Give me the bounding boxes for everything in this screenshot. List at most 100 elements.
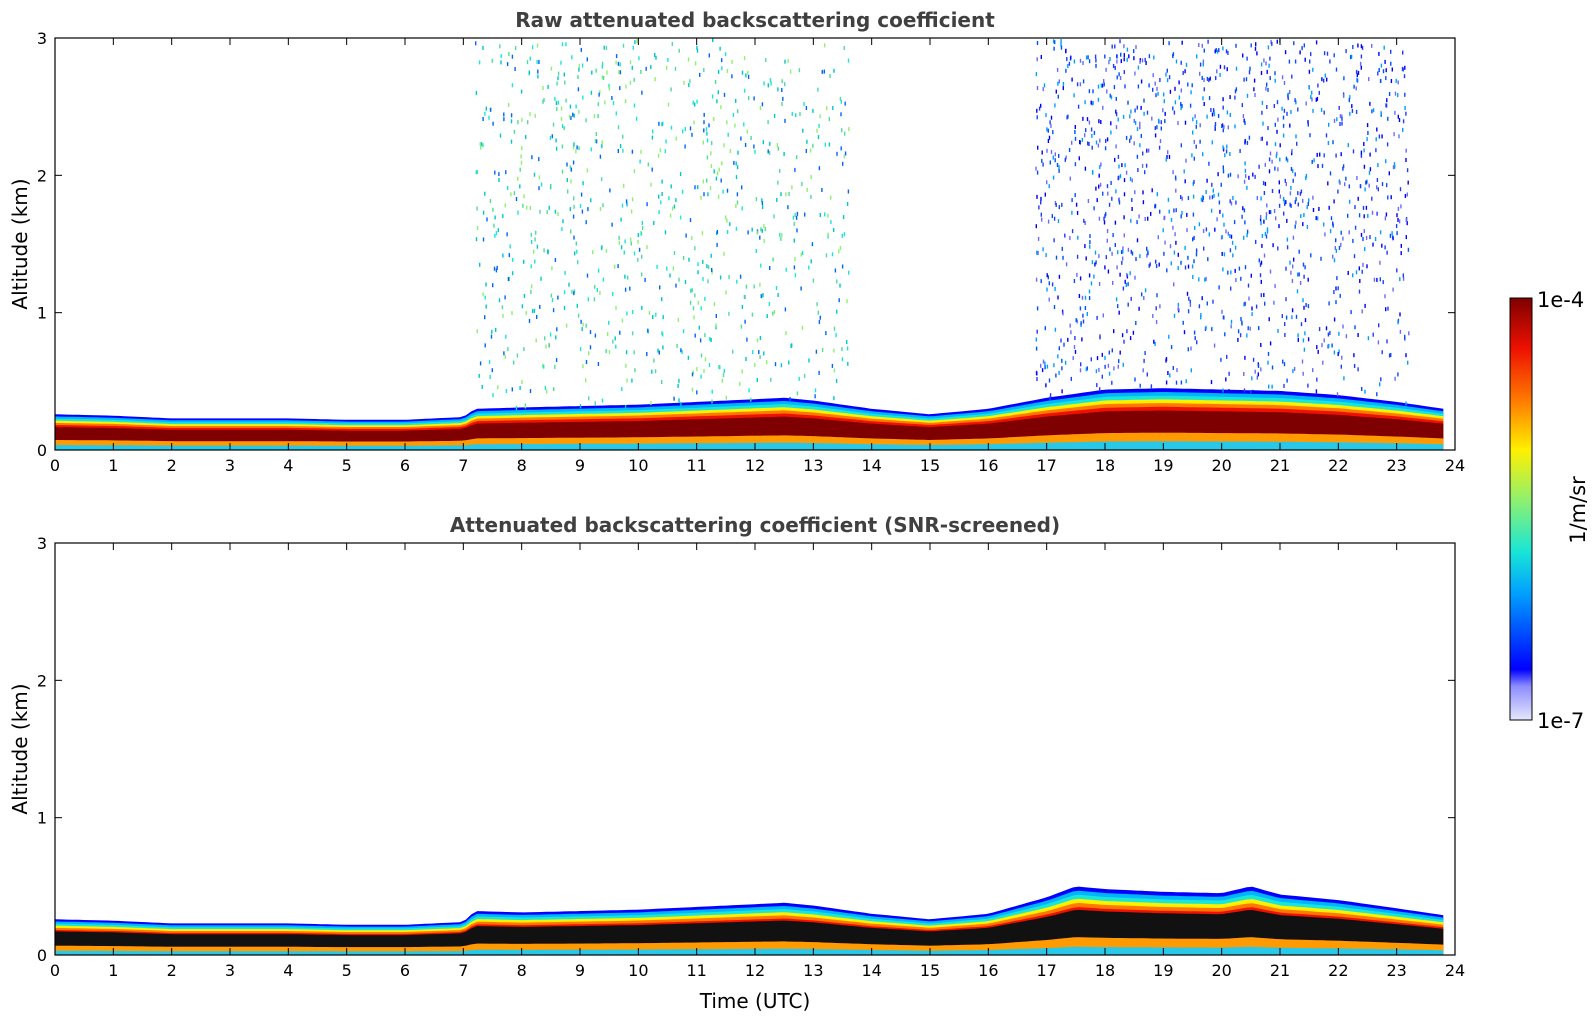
noise-speck <box>1049 393 1052 398</box>
noise-speck <box>653 221 655 225</box>
noise-speck <box>1271 384 1273 389</box>
noise-speck <box>722 373 725 378</box>
noise-speck <box>777 87 779 92</box>
noise-speck <box>553 387 555 392</box>
noise-speck <box>1143 98 1145 103</box>
noise-speck <box>746 337 748 342</box>
noise-speck <box>1170 261 1172 266</box>
noise-speck <box>1273 300 1275 305</box>
noise-speck <box>1312 67 1314 72</box>
noise-speck <box>1279 157 1281 162</box>
noise-speck <box>1359 184 1362 189</box>
noise-speck <box>1354 325 1356 330</box>
noise-speck <box>1229 113 1231 117</box>
noise-speck <box>1115 109 1117 114</box>
noise-speck <box>1065 262 1068 267</box>
noise-speck <box>680 402 682 407</box>
noise-speck <box>1142 190 1144 195</box>
noise-speck <box>1244 355 1246 360</box>
noise-speck <box>1381 182 1384 187</box>
noise-speck <box>1387 306 1389 311</box>
noise-speck <box>779 168 781 173</box>
noise-speck <box>1127 302 1129 307</box>
noise-speck <box>1164 119 1166 124</box>
noise-speck <box>1336 392 1339 397</box>
noise-speck <box>1377 340 1380 345</box>
noise-speck <box>1386 142 1389 147</box>
noise-speck <box>1206 114 1208 119</box>
noise-speck <box>661 179 663 184</box>
noise-speck <box>723 92 726 97</box>
noise-speck <box>1234 245 1237 250</box>
noise-speck <box>654 369 657 374</box>
noise-speck <box>1284 333 1286 337</box>
noise-speck <box>1198 43 1200 47</box>
noise-speck <box>1096 356 1099 361</box>
noise-speck <box>651 135 654 140</box>
noise-speck <box>1264 162 1266 167</box>
noise-speck <box>673 396 675 401</box>
noise-speck <box>1114 44 1116 49</box>
noise-speck <box>716 99 718 104</box>
noise-speck <box>1117 364 1119 369</box>
noise-speck <box>775 286 778 290</box>
noise-speck <box>548 205 550 210</box>
noise-speck <box>1110 121 1112 126</box>
noise-speck <box>481 384 483 389</box>
noise-speck <box>1262 121 1264 126</box>
noise-speck <box>538 157 540 162</box>
noise-speck <box>1084 166 1087 171</box>
noise-speck <box>700 306 702 311</box>
noise-speck <box>1169 244 1172 249</box>
noise-speck <box>1057 295 1059 300</box>
noise-speck <box>1145 163 1148 168</box>
noise-speck <box>1222 388 1224 393</box>
noise-speck <box>1244 161 1246 166</box>
noise-speck <box>557 295 559 300</box>
noise-speck <box>550 184 552 188</box>
noise-speck <box>1087 141 1089 146</box>
noise-speck <box>1065 48 1067 53</box>
noise-speck <box>524 404 527 409</box>
noise-speck <box>576 249 578 254</box>
noise-speck <box>1074 193 1076 198</box>
noise-speck <box>1232 196 1234 200</box>
noise-speck <box>660 200 662 205</box>
noise-speck <box>637 233 639 238</box>
noise-speck <box>1243 77 1245 82</box>
noise-speck <box>589 330 592 335</box>
noise-speck <box>661 331 663 336</box>
noise-speck <box>1192 194 1195 199</box>
noise-speck <box>476 329 478 334</box>
noise-speck <box>1295 197 1297 202</box>
noise-speck <box>1156 293 1158 298</box>
noise-speck <box>1086 312 1088 316</box>
noise-speck <box>1321 163 1324 168</box>
noise-speck <box>1114 157 1116 162</box>
noise-speck <box>654 77 656 82</box>
noise-speck <box>758 350 760 355</box>
noise-speck <box>1086 117 1089 122</box>
noise-speck <box>1252 389 1254 394</box>
noise-speck <box>1037 251 1039 255</box>
noise-speck <box>711 270 713 275</box>
noise-speck <box>1098 119 1100 124</box>
noise-speck <box>687 355 690 360</box>
noise-speck <box>605 248 608 253</box>
x-tick-label: 23 <box>1386 961 1406 980</box>
noise-speck <box>1143 296 1145 300</box>
noise-speck <box>1397 206 1400 211</box>
noise-speck <box>1079 306 1082 311</box>
noise-speck <box>1312 195 1314 200</box>
noise-speck <box>726 68 729 73</box>
noise-speck <box>1251 306 1253 311</box>
noise-speck <box>691 288 693 293</box>
noise-speck <box>1152 87 1154 92</box>
noise-speck <box>1329 330 1331 335</box>
noise-speck <box>1394 110 1396 115</box>
noise-speck <box>694 61 697 66</box>
noise-speck <box>708 363 711 367</box>
noise-speck <box>785 331 787 336</box>
noise-speck <box>1371 196 1373 201</box>
noise-speck <box>1131 251 1134 256</box>
